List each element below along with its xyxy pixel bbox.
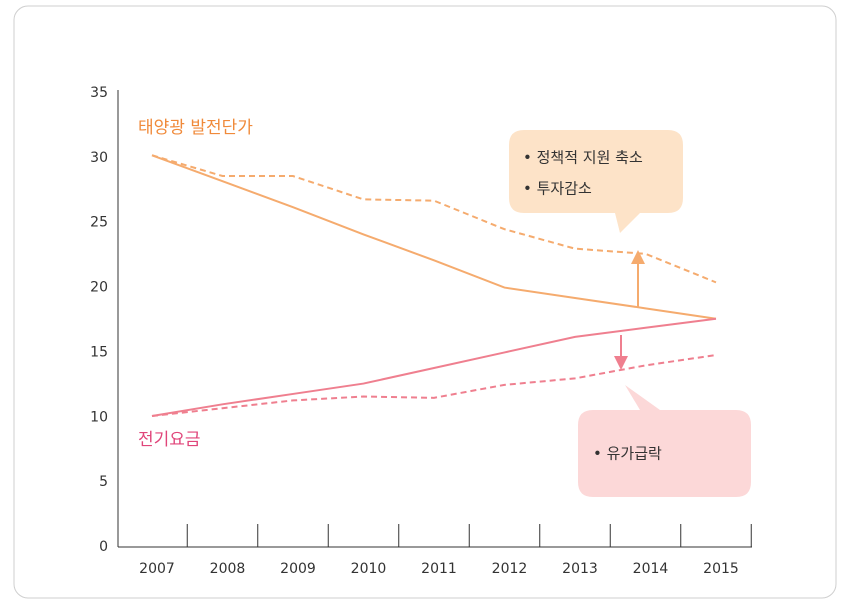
y-tick-label: 30 bbox=[90, 150, 108, 166]
x-tick-label: 2008 bbox=[210, 561, 246, 577]
y-tick-label: 10 bbox=[90, 409, 108, 425]
line bbox=[151, 317, 717, 417]
annotation: 전기요금 bbox=[138, 430, 201, 450]
annotation: 태양광 발전단가 bbox=[138, 118, 253, 138]
y-tick-label: 35 bbox=[90, 85, 108, 101]
annotation: • 유가급락 bbox=[593, 445, 662, 463]
arrow-head bbox=[614, 356, 628, 370]
line bbox=[151, 354, 717, 417]
x-tick-label: 2012 bbox=[492, 561, 528, 577]
plot bbox=[151, 154, 717, 417]
x-tick-label: 2014 bbox=[633, 561, 669, 577]
arrow-head bbox=[631, 250, 645, 264]
y-tick-label: 0 bbox=[99, 539, 108, 555]
x-tick-label: 2011 bbox=[421, 561, 457, 577]
y-tick-label: 5 bbox=[99, 474, 108, 490]
x-tick-label: 2010 bbox=[351, 561, 387, 577]
callout-pink bbox=[578, 385, 751, 497]
callout-orange bbox=[509, 130, 683, 233]
frame bbox=[13, 5, 837, 599]
x-tick-label: 2013 bbox=[562, 561, 598, 577]
x-tick-label: 2007 bbox=[139, 561, 175, 577]
line bbox=[151, 154, 717, 284]
line bbox=[151, 154, 717, 320]
y-tick-label: 20 bbox=[90, 280, 108, 296]
y-tick-label: 25 bbox=[90, 215, 108, 231]
annotation: • 정책적 지원 축소 bbox=[523, 149, 643, 167]
x-tick-label: 2015 bbox=[703, 561, 739, 577]
y-tick-label: 15 bbox=[90, 344, 108, 360]
x-tick-label: 2009 bbox=[280, 561, 316, 577]
annotation: • 투자감소 bbox=[523, 180, 592, 198]
